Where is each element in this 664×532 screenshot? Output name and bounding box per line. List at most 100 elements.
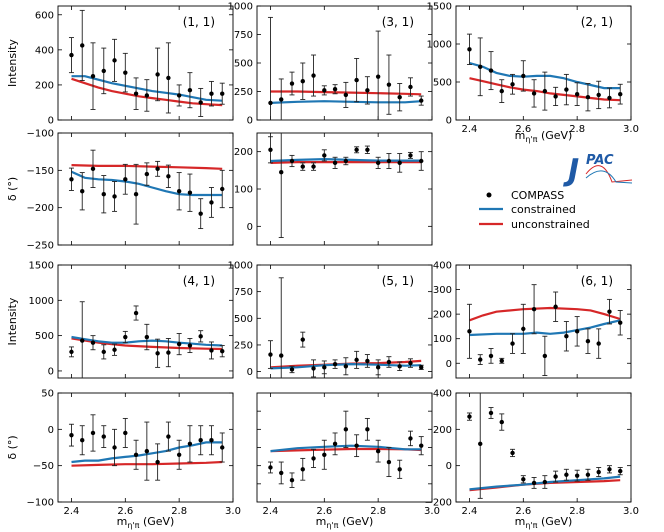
data-point: [467, 329, 472, 334]
data-point: [166, 174, 171, 179]
data-point: [408, 153, 413, 158]
data-point: [585, 472, 591, 477]
y-axis-label: Intensity: [6, 39, 19, 87]
y-tick-label: 250: [234, 340, 253, 351]
data-point: [311, 164, 316, 169]
compass-points: [267, 16, 424, 120]
y-tick-label: 0: [446, 116, 452, 127]
data-point: [187, 190, 193, 195]
data-point: [220, 445, 225, 450]
constrained-curve: [270, 157, 422, 163]
x-axis-label: mη'π (GeV): [515, 129, 573, 144]
panel-p61: −200 0 200 400 2.4 2.6 2.8 3.0: [425, 389, 639, 518]
logo-curve-blue: [585, 170, 633, 184]
data-point: [332, 361, 338, 367]
panel-i41: 0 500 1000 1500 Intensity (4, 1): [6, 261, 234, 379]
panel-title: (1, 1): [183, 15, 215, 29]
data-point: [510, 82, 515, 87]
data-point: [531, 480, 537, 486]
data-point: [499, 358, 504, 364]
data-point: [397, 364, 402, 369]
panel-p51: 2.4 2.6 2.8 3.0: [256, 392, 440, 517]
data-point: [69, 432, 74, 438]
data-point: [209, 438, 214, 443]
data-point: [607, 309, 612, 314]
logo-curve-red: [585, 165, 633, 183]
data-point: [311, 73, 316, 78]
x-tick-label: 3.0: [424, 506, 440, 517]
legend-marker-compass: [486, 192, 492, 198]
data-point: [419, 365, 424, 370]
data-point: [311, 456, 316, 461]
y-tick-label: 750: [234, 287, 253, 298]
data-point: [478, 441, 483, 447]
y-tick-label: 300: [433, 285, 452, 296]
data-point: [176, 341, 182, 347]
data-point: [467, 47, 472, 52]
data-point: [133, 310, 139, 316]
axes-frame: [455, 5, 632, 121]
curves: [270, 359, 422, 370]
x-tick-label: 2.4: [462, 124, 478, 135]
data-point: [564, 334, 569, 339]
data-point: [155, 459, 160, 465]
data-point: [343, 158, 349, 164]
panel-i61: 0 100 200 300 400 (6, 1): [433, 261, 632, 379]
y-axis-label: δ (°): [6, 177, 19, 201]
data-point: [69, 52, 74, 58]
y-tick-label: 400: [433, 261, 452, 272]
data-point: [564, 87, 569, 92]
compass-points: [68, 414, 225, 481]
panel-title: (3, 1): [382, 15, 414, 29]
data-point: [268, 465, 273, 470]
axes-frame: [455, 392, 632, 503]
jpac-logo: J PAC: [563, 153, 633, 188]
data-point: [488, 410, 494, 416]
data-point: [155, 166, 160, 172]
data-point: [375, 74, 381, 79]
data-point: [521, 326, 526, 332]
data-point: [618, 320, 623, 325]
panel-i31: 0 250 500 750 1000 (3, 1): [228, 2, 433, 127]
data-point: [354, 147, 359, 152]
data-point: [386, 459, 392, 465]
data-point: [596, 92, 601, 98]
data-point: [542, 479, 548, 485]
x-tick-label: 3.0: [623, 124, 639, 135]
y-tick-label: −250: [27, 241, 54, 252]
data-point: [478, 64, 483, 70]
unconstrained-curve: [71, 460, 223, 467]
data-point: [187, 343, 193, 348]
y-tick-label: 0: [48, 425, 54, 436]
axes-frame: [57, 392, 234, 503]
panel-title: (5, 1): [382, 274, 414, 288]
constrained-curve: [71, 335, 223, 347]
data-point: [209, 348, 214, 353]
data-point: [209, 200, 214, 205]
data-point: [499, 88, 504, 94]
data-point: [300, 79, 305, 84]
data-point: [542, 353, 548, 359]
data-point: [618, 91, 623, 97]
y-tick-label: 250: [234, 87, 253, 98]
data-point: [343, 92, 349, 98]
data-point: [123, 70, 128, 75]
y-tick-label: 1500: [427, 2, 452, 13]
y-tick-label: 750: [234, 30, 253, 41]
x-tick-label: 2.4: [64, 506, 80, 517]
data-point: [144, 448, 150, 454]
y-tick-label: 1000: [228, 261, 253, 272]
y-tick-label: 0: [48, 116, 54, 127]
data-point: [187, 441, 193, 447]
x-axis-label: mη'π (GeV): [515, 515, 573, 530]
data-point: [408, 84, 413, 90]
unconstrained-curve: [71, 77, 223, 107]
constrained-curve: [469, 475, 621, 491]
data-point: [112, 347, 117, 352]
data-point: [101, 192, 106, 197]
data-point: [397, 160, 402, 166]
y-tick-label: −150: [27, 166, 54, 177]
data-point: [574, 91, 580, 97]
data-point: [332, 87, 338, 92]
data-point: [585, 95, 591, 100]
